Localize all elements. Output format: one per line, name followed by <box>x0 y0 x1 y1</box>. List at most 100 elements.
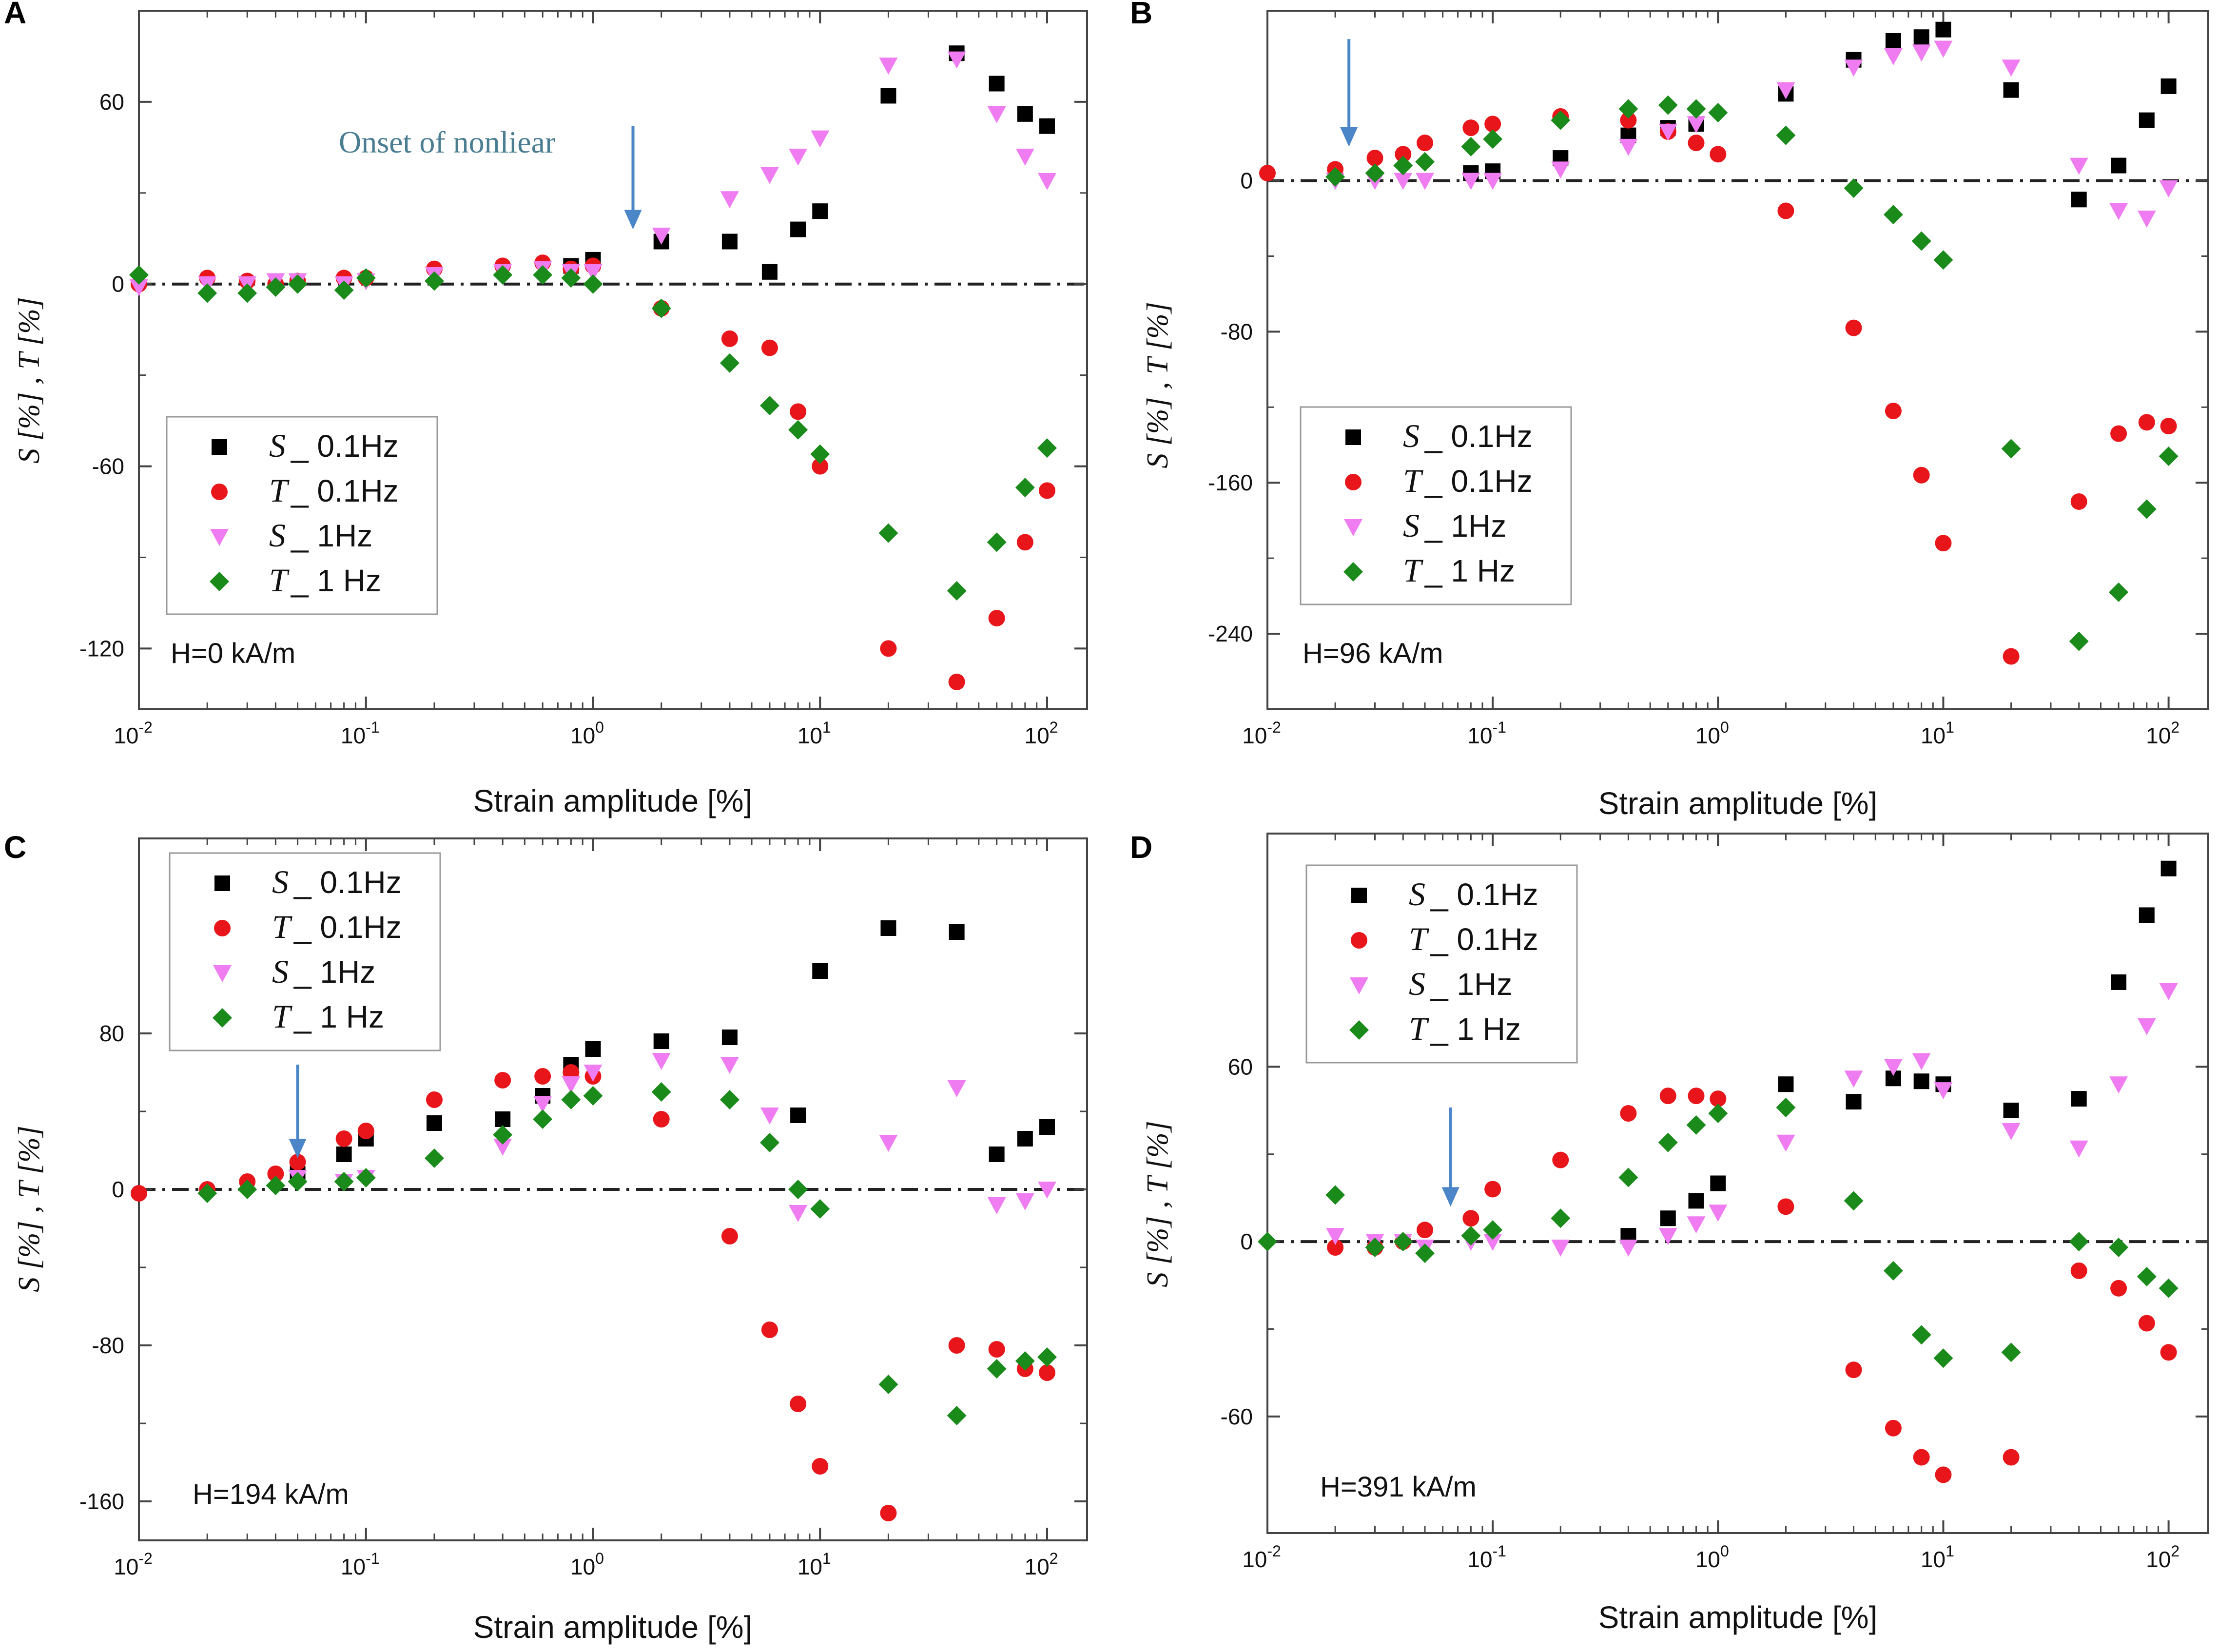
data-point-S_01 <box>2071 1091 2087 1107</box>
data-point-T_1 <box>561 268 581 288</box>
data-point-T_1 <box>1483 129 1503 149</box>
data-point-S_1 <box>1015 1193 1034 1210</box>
data-point-S_1 <box>1619 138 1638 156</box>
x-tick-label: 101 <box>1921 1542 1954 1572</box>
data-point-T_1 <box>1911 1325 1931 1345</box>
data-point-T_01 <box>1620 1105 1637 1122</box>
x-tick-label: 100 <box>1695 1542 1729 1572</box>
data-point-S_1 <box>1884 48 1903 65</box>
data-point-S_01 <box>989 1147 1005 1162</box>
data-point-S_01 <box>1710 1175 1726 1191</box>
data-point-T_01 <box>2070 493 2087 510</box>
data-point-S_1 <box>789 149 808 166</box>
data-point-T_1 <box>356 268 376 288</box>
data-point-S_1 <box>947 51 966 69</box>
data-point-T_01 <box>1620 112 1637 129</box>
data-point-S_1 <box>1934 1082 1953 1100</box>
y-tick-label: 80 <box>99 1021 124 1046</box>
data-point-T_01 <box>1038 482 1055 499</box>
legend-marker-T_1 <box>210 572 229 591</box>
data-point-S_1 <box>1844 1070 1863 1088</box>
data-point-S_1 <box>2069 1140 2088 1158</box>
x-tick-label: 102 <box>1025 1550 1058 1579</box>
data-point-T_01 <box>790 403 807 420</box>
data-point-S_1 <box>1483 173 1502 190</box>
data-point-T_1 <box>2001 1342 2021 1362</box>
data-point-T_01 <box>534 1068 551 1085</box>
data-point-T_1 <box>2159 447 2179 466</box>
series-S_1 <box>1326 40 2178 228</box>
data-point-T_1 <box>651 1082 671 1102</box>
data-point-S_01 <box>426 1115 442 1131</box>
data-point-T_1 <box>947 1406 967 1425</box>
data-point-T_01 <box>2070 1262 2087 1279</box>
data-point-S_01 <box>1885 33 1901 49</box>
x-tick-label: 100 <box>570 719 604 748</box>
data-point-T_1 <box>2137 499 2157 519</box>
data-point-T_1 <box>1393 1232 1413 1252</box>
legend-marker-T_1 <box>213 1008 232 1028</box>
data-point-T_1 <box>533 265 553 285</box>
data-point-S_1 <box>720 1057 739 1074</box>
data-point-T_1 <box>1618 1167 1638 1187</box>
data-point-T_1 <box>1933 1348 1953 1368</box>
data-point-S_1 <box>1709 1205 1728 1222</box>
data-point-T_01 <box>1552 1151 1569 1168</box>
data-point-T_01 <box>988 1341 1005 1358</box>
data-point-S_01 <box>2139 907 2155 923</box>
data-point-T_01 <box>267 1166 284 1182</box>
data-point-T_01 <box>988 610 1005 627</box>
data-point-S_01 <box>1688 1193 1704 1209</box>
legend-marker-S_1 <box>1350 977 1368 994</box>
series-S_01 <box>563 45 1055 280</box>
data-point-T_1 <box>651 298 671 318</box>
data-point-T_1 <box>2109 582 2129 602</box>
data-point-S_01 <box>721 1030 738 1045</box>
panel-letter: D <box>1130 830 1152 865</box>
legend-symbol: T <box>1409 920 1429 957</box>
data-point-S_1 <box>947 1080 966 1097</box>
y-tick-label: 60 <box>99 89 124 115</box>
data-point-T_01 <box>761 1322 778 1338</box>
data-point-T_01 <box>2138 414 2155 431</box>
data-point-T_01 <box>1484 1181 1501 1198</box>
data-point-T_1 <box>947 581 967 601</box>
data-point-S_01 <box>2111 157 2127 174</box>
data-point-S_1 <box>1394 173 1413 190</box>
data-point-T_1 <box>424 1148 444 1168</box>
legend-marker-T_01 <box>1345 474 1362 490</box>
y-tick-label: -240 <box>1208 621 1253 646</box>
data-point-T_1 <box>2069 1232 2089 1252</box>
onset-annotation: Onset of nonliear <box>339 125 555 159</box>
x-tick-label: 101 <box>798 719 831 748</box>
data-point-T_1 <box>810 1199 830 1219</box>
x-tick-label: 10-2 <box>1242 1542 1281 1572</box>
legend-label: _ 1Hz <box>1424 508 1506 544</box>
data-point-S_1 <box>2159 983 2178 1000</box>
legend-symbol: T <box>269 472 290 509</box>
series-T_01 <box>1327 1088 2177 1483</box>
data-point-S_01 <box>721 233 738 250</box>
data-point-S_01 <box>2160 860 2177 876</box>
data-point-T_1 <box>493 265 513 285</box>
data-point-T_1 <box>583 1086 603 1106</box>
data-point-T_1 <box>759 1133 779 1152</box>
data-point-T_1 <box>266 1176 286 1195</box>
data-point-T_01 <box>2160 1344 2177 1361</box>
y-axis-label: S [%] , T [%] <box>1141 1121 1174 1287</box>
plot-frame <box>138 10 1088 710</box>
data-point-S_01 <box>1660 1210 1676 1226</box>
data-point-T_1 <box>356 1168 376 1187</box>
data-point-S_01 <box>2003 1103 2019 1119</box>
data-point-S_1 <box>1037 173 1056 190</box>
data-point-T_1 <box>561 1090 581 1109</box>
x-tick-exponent: 1 <box>1946 1542 1954 1560</box>
series-T_01 <box>1259 108 2177 665</box>
data-point-T_1 <box>1686 99 1706 119</box>
data-point-T_01 <box>335 1130 352 1147</box>
data-point-T_01 <box>1935 535 1952 552</box>
data-point-S_1 <box>1658 1228 1677 1245</box>
data-point-S_01 <box>2160 78 2177 94</box>
legend-symbol: S <box>272 863 289 900</box>
data-point-S_1 <box>1687 1216 1706 1234</box>
